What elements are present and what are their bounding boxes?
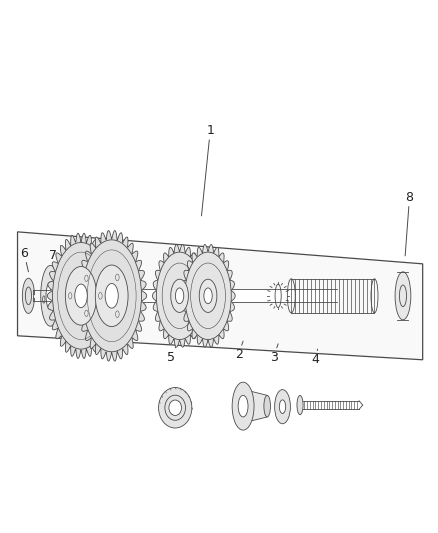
Polygon shape xyxy=(243,389,267,423)
Text: 3: 3 xyxy=(270,344,278,364)
Ellipse shape xyxy=(279,400,286,414)
Polygon shape xyxy=(300,401,359,409)
Ellipse shape xyxy=(232,382,254,430)
Ellipse shape xyxy=(169,400,181,415)
Ellipse shape xyxy=(199,279,217,312)
Text: 1: 1 xyxy=(201,124,214,216)
Polygon shape xyxy=(77,231,147,361)
Ellipse shape xyxy=(395,272,411,320)
Ellipse shape xyxy=(159,387,192,428)
Text: 4: 4 xyxy=(311,349,319,366)
Polygon shape xyxy=(50,289,337,302)
Ellipse shape xyxy=(46,282,55,310)
Ellipse shape xyxy=(82,240,141,352)
Polygon shape xyxy=(181,245,235,347)
Ellipse shape xyxy=(238,395,248,417)
Polygon shape xyxy=(152,245,207,347)
Ellipse shape xyxy=(156,252,203,340)
Ellipse shape xyxy=(105,284,118,308)
Ellipse shape xyxy=(41,265,60,326)
Ellipse shape xyxy=(264,395,271,417)
Ellipse shape xyxy=(171,279,188,312)
Ellipse shape xyxy=(75,284,87,308)
Ellipse shape xyxy=(204,288,212,304)
Text: 7: 7 xyxy=(49,249,57,272)
Ellipse shape xyxy=(95,265,128,327)
Text: 5: 5 xyxy=(167,338,180,364)
Ellipse shape xyxy=(53,243,110,349)
Polygon shape xyxy=(18,232,423,360)
Ellipse shape xyxy=(175,288,184,304)
Text: 2: 2 xyxy=(235,341,243,361)
Text: 6: 6 xyxy=(20,247,28,272)
Ellipse shape xyxy=(185,252,231,340)
Polygon shape xyxy=(47,233,115,359)
Ellipse shape xyxy=(65,266,97,325)
Ellipse shape xyxy=(275,390,290,424)
Text: 8: 8 xyxy=(405,191,413,256)
Ellipse shape xyxy=(297,395,303,415)
Ellipse shape xyxy=(22,278,35,313)
